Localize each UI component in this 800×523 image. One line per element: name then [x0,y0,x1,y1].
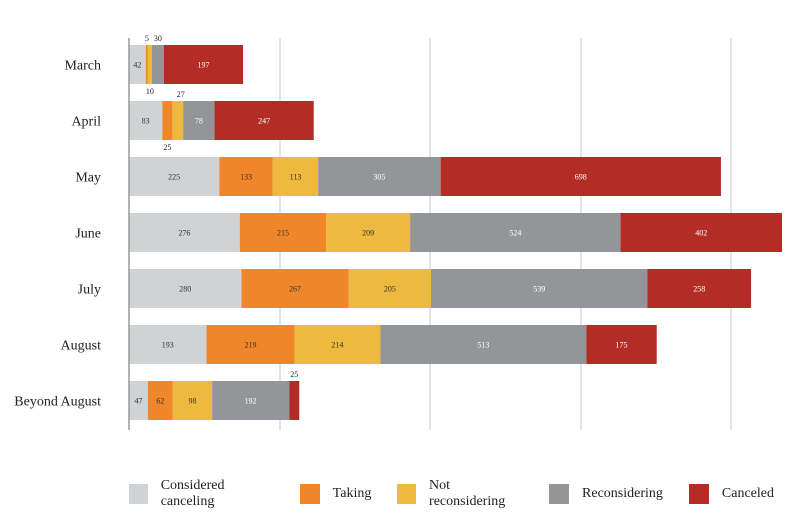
bar-segment [318,157,441,196]
data-label: 209 [362,229,374,238]
data-label: 219 [244,341,256,350]
data-label: 214 [331,341,343,350]
data-label: 192 [245,397,257,406]
legend-label: Not reconsidering [429,478,506,509]
bar-segment [151,45,164,84]
y-tick-label: July [78,283,101,298]
data-label: 215 [277,229,289,238]
bar-segment [410,213,621,252]
bar-segment [219,157,273,196]
legend-item-not-reconsidering: Not reconsidering [397,478,523,510]
bar-segment [129,269,242,308]
data-label: 280 [179,285,191,294]
bar-segment [172,381,213,420]
y-tick-label: August [61,339,102,354]
bar-segment [183,101,215,140]
legend-label: Reconsidering [582,486,663,501]
data-label: 193 [162,341,174,350]
legend-label: Canceled [721,486,774,501]
bar-segment [380,325,587,364]
data-label: 113 [290,173,302,182]
bar-segment [129,45,146,84]
data-label: 5 [145,34,149,43]
y-tick-label: June [75,227,101,242]
bar-segment [129,381,148,420]
bar-segment [647,269,752,308]
data-label: 78 [195,117,203,126]
data-label: 47 [134,397,142,406]
bar-segment [294,325,381,364]
bar-segment [129,101,163,140]
legend-swatch [397,484,417,504]
data-label: 698 [575,173,587,182]
bar-segment [129,325,207,364]
data-label: 83 [142,117,150,126]
legend-swatch [299,484,320,504]
data-label: 98 [188,397,196,406]
bar-segment [129,213,240,252]
legend-swatch [549,484,570,504]
data-label: 27 [177,90,185,99]
bar-segment [212,381,290,420]
data-label: 25 [290,370,298,379]
bar-segment [162,101,173,140]
data-label: 205 [384,285,396,294]
data-label: 305 [373,173,385,182]
y-tick-label: May [75,171,101,186]
bar-segment [440,157,721,196]
bar-segment [431,269,648,308]
legend-swatch [688,484,709,504]
bar-segment [206,325,295,364]
legend-swatch [129,484,148,504]
bar-segment [147,381,173,420]
legend-item-taking: Taking [299,484,372,504]
data-label: 133 [240,173,252,182]
data-label: 258 [693,285,705,294]
data-label: 197 [197,61,209,70]
legend-item-considered-canceling: Considered canceling [129,478,274,510]
data-label: 513 [477,341,489,350]
bar-segment [620,213,782,252]
data-label: 42 [133,61,141,70]
bar-segment [326,213,411,252]
y-tick-label: April [71,115,101,130]
data-label: 267 [289,285,301,294]
data-label: 539 [533,285,545,294]
data-label: 30 [154,34,162,43]
bar-segment [145,45,148,84]
bar-segment [129,157,220,196]
legend-item-reconsidering: Reconsidering [549,484,663,504]
bar-segment [241,269,349,308]
data-label: 276 [178,229,190,238]
data-label: 62 [156,397,164,406]
bar-segment [348,269,432,308]
data-label: 25 [163,143,171,152]
y-tick-label: Beyond August [14,395,101,410]
bar-segment [163,45,244,84]
bar-segment [147,45,152,84]
data-label: 402 [695,229,707,238]
data-label: 10 [146,87,154,96]
legend: Considered canceling Taking Not reconsid… [129,478,800,510]
bar-segment [239,213,327,252]
bar-segment [586,325,657,364]
data-label: 524 [509,229,521,238]
stacked-bar-chart: 42 5 10 30 197 83 25 27 78 247 225 133 113 305 698 276 2… [14,34,782,430]
y-axis-labels: March April May June July August Beyond August [14,59,101,410]
legend-label: Taking [332,486,372,501]
y-tick-label: March [64,59,101,74]
bar-segment [289,381,300,420]
bars: 42 5 10 30 197 83 25 27 78 247 225 133 113 305 698 276 2… [129,34,782,420]
data-label: 175 [616,341,628,350]
bar-segment [172,101,184,140]
data-label: 225 [168,173,180,182]
bar-segment [272,157,319,196]
legend-item-canceled: Canceled [688,484,774,504]
bar-segment [214,101,314,140]
data-label: 247 [258,117,270,126]
legend-label: Considered canceling [160,478,225,509]
